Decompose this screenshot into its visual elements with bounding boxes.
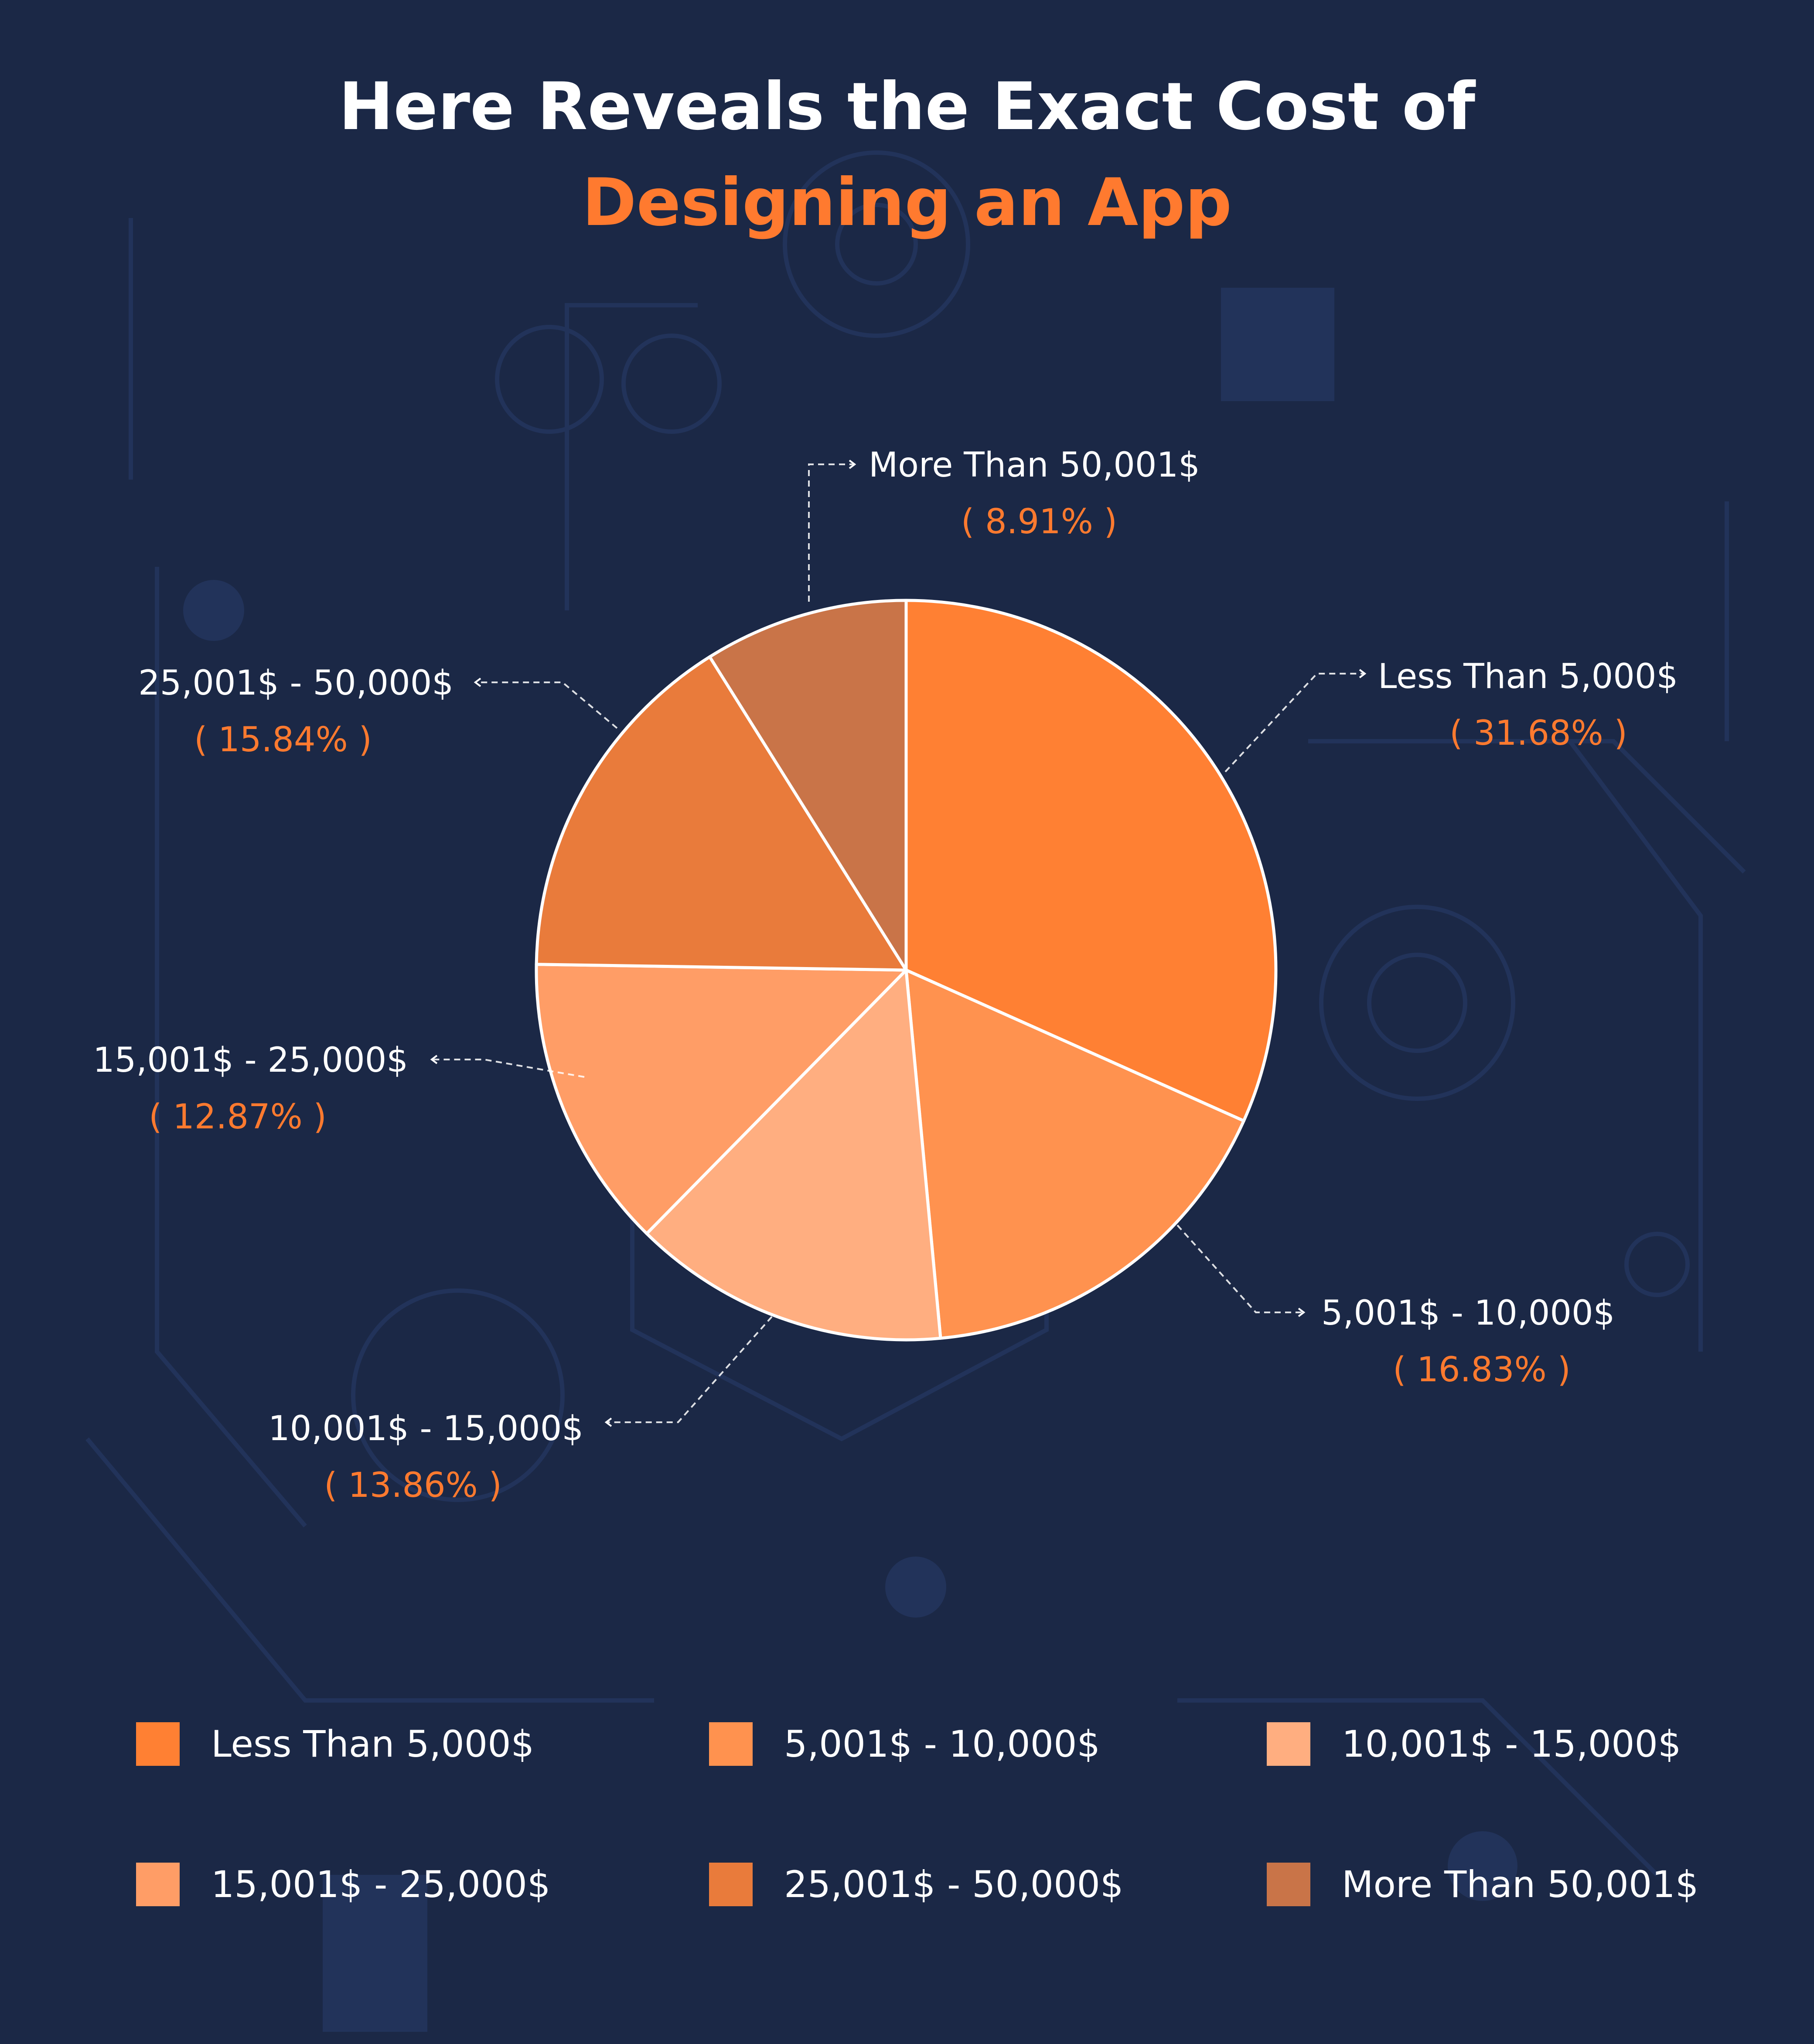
legend-item: Less Than 5,000$ xyxy=(136,1722,534,1766)
legend-label: 5,001$ - 10,000$ xyxy=(784,1723,1100,1765)
slice-percentage: ( 15.84% ) xyxy=(194,720,372,760)
leader-line xyxy=(1176,1224,1304,1313)
leader-line xyxy=(432,1059,585,1078)
legend-swatch xyxy=(709,1722,753,1766)
slice-percentage: ( 8.91% ) xyxy=(961,502,1117,542)
leader-arrow-icon xyxy=(604,1417,612,1427)
legend-item: 10,001$ - 15,000$ xyxy=(1267,1722,1681,1766)
slice-label: More Than 50,001$ xyxy=(869,446,1200,485)
legend-swatch xyxy=(1267,1722,1310,1766)
slice-label: 10,001$ - 15,000$ xyxy=(268,1409,583,1448)
slice-percentage: ( 13.86% ) xyxy=(324,1466,502,1505)
pie-slice xyxy=(535,963,908,1235)
slice-label: Less Than 5,000$ xyxy=(1378,657,1678,696)
leader-arrow-icon xyxy=(474,678,481,687)
slice-percentage: ( 31.68% ) xyxy=(1449,714,1627,753)
legend-label: 10,001$ - 15,000$ xyxy=(1342,1723,1681,1765)
pie-slice xyxy=(535,655,908,972)
legend-label: 25,001$ - 50,000$ xyxy=(784,1863,1124,1906)
legend-item: 5,001$ - 10,000$ xyxy=(709,1722,1100,1766)
legend-item: 15,001$ - 25,000$ xyxy=(136,1863,550,1906)
legend-item: 25,001$ - 50,000$ xyxy=(709,1863,1123,1906)
legend-label: More Than 50,001$ xyxy=(1342,1863,1699,1906)
slice-label: 5,001$ - 10,000$ xyxy=(1321,1294,1615,1333)
pie-slice xyxy=(904,599,1278,1123)
legend-label: 15,001$ - 25,000$ xyxy=(211,1863,551,1906)
legend-label: Less Than 5,000$ xyxy=(211,1723,535,1765)
pie-slice xyxy=(708,599,908,972)
slice-percentage: ( 16.83% ) xyxy=(1393,1350,1571,1390)
pie-slice xyxy=(904,968,1245,1340)
chart-title-line-2: Designing an App xyxy=(582,165,1232,241)
slice-label: 15,001$ - 25,000$ xyxy=(93,1041,408,1080)
leader-arrow-icon xyxy=(430,1055,438,1064)
legend-swatch xyxy=(709,1863,753,1906)
leader-line xyxy=(1224,673,1365,773)
leader-line xyxy=(475,681,618,729)
leader-arrow-icon xyxy=(849,460,856,469)
slice-label: 25,001$ - 50,000$ xyxy=(138,664,454,703)
slice-percentage: ( 12.87% ) xyxy=(149,1097,327,1137)
legend-swatch xyxy=(1267,1863,1310,1906)
chart-title-line-1: Here Reveals the Exact Cost of xyxy=(338,69,1476,145)
leader-line xyxy=(606,1316,773,1423)
pie-slice xyxy=(645,968,942,1342)
leader-arrow-icon xyxy=(1298,1308,1306,1317)
leader-line xyxy=(808,463,855,602)
legend-swatch xyxy=(136,1722,180,1766)
legend-item: More Than 50,001$ xyxy=(1267,1863,1698,1906)
leader-arrow-icon xyxy=(1359,669,1367,678)
legend-swatch xyxy=(136,1863,180,1906)
